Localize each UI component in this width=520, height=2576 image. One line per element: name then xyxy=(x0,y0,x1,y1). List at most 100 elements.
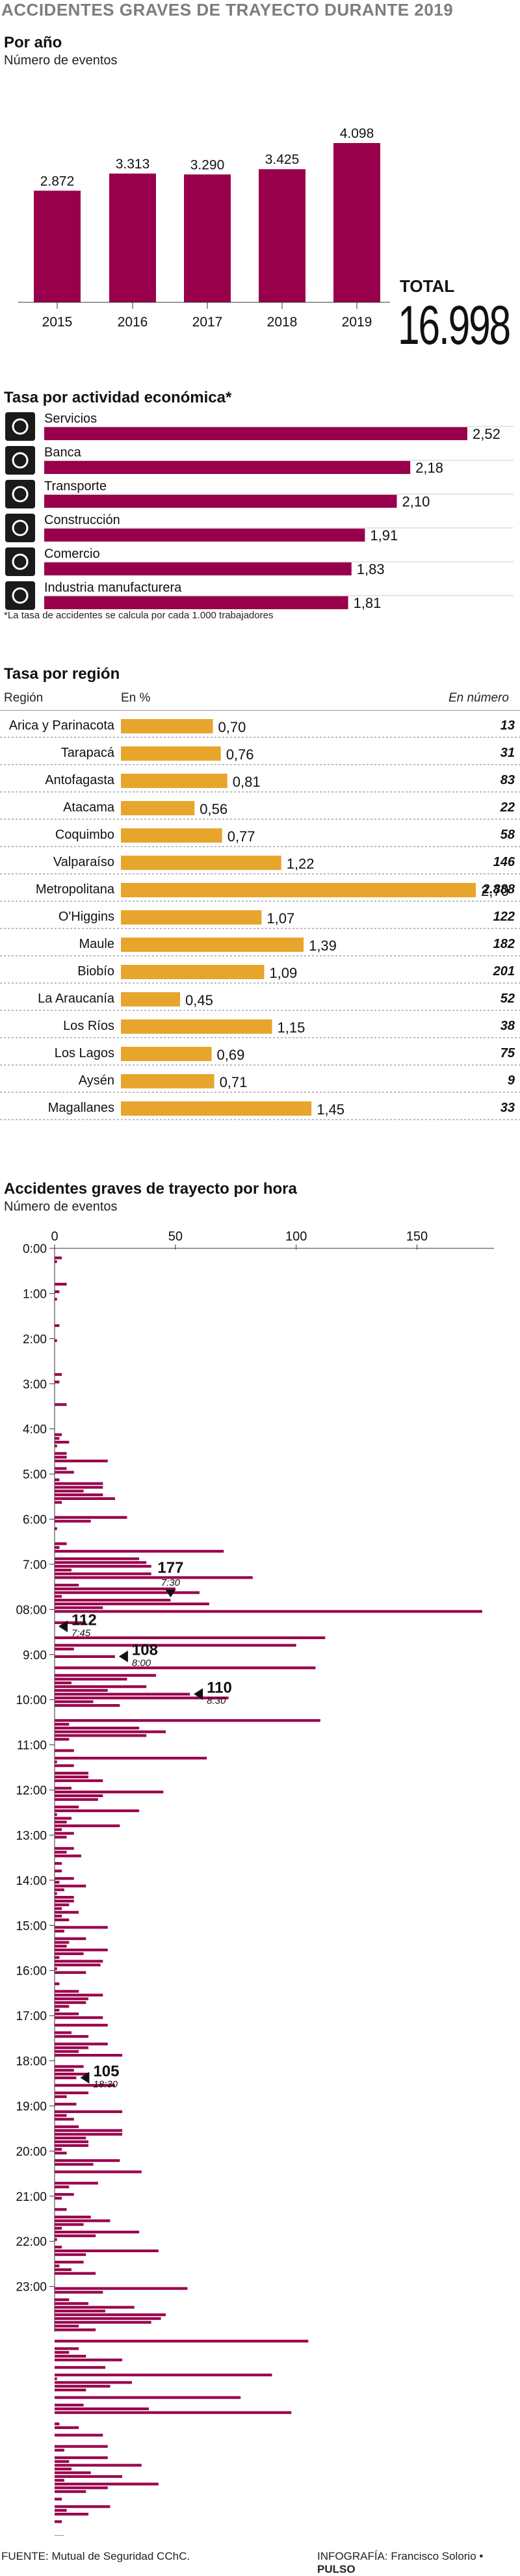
region-number: 9 xyxy=(508,1073,515,1088)
annotation-arrow xyxy=(80,2071,90,2084)
hour-bar xyxy=(55,1561,147,1564)
hour-bar xyxy=(55,2422,60,2426)
hour-bar xyxy=(55,1791,164,1794)
hour-bar xyxy=(55,1756,207,1760)
region-label: Los Lagos xyxy=(55,1046,114,1060)
year-value-label: 3.290 xyxy=(190,157,225,172)
activity-bar xyxy=(44,461,411,474)
region-value-label: 0,45 xyxy=(185,992,213,1008)
hour-bar xyxy=(55,2497,62,2501)
activity-label: Transporte xyxy=(44,479,107,493)
year-bar-2015 xyxy=(34,191,81,302)
year-tick-label: 2019 xyxy=(342,315,372,330)
hour-bar xyxy=(55,1877,74,1880)
year-bar-2016 xyxy=(109,173,156,302)
hour-y-tick-label: 12:00 xyxy=(16,1784,47,1798)
year-bar-2019 xyxy=(333,143,380,302)
hour-bar xyxy=(55,2050,79,2053)
hour-bar xyxy=(55,2464,142,2467)
hour-bar xyxy=(55,1960,103,1963)
hour-bar xyxy=(55,1832,74,1835)
credit-brand: PULSO xyxy=(317,2563,356,2575)
region-bar xyxy=(121,1074,214,1088)
activity-label: Construcción xyxy=(44,513,120,527)
hour-bar xyxy=(55,2508,67,2512)
hour-bar xyxy=(55,1869,62,1873)
hour-bar xyxy=(55,2381,132,2384)
region-bar xyxy=(121,910,262,925)
hour-bar xyxy=(55,1726,140,1729)
hour-bar xyxy=(55,2320,151,2324)
hour-bar xyxy=(55,1467,67,1470)
year-value-label: 3.425 xyxy=(265,152,300,167)
hour-bar xyxy=(55,1471,74,1474)
hour-y-tick-label: 11:00 xyxy=(17,1739,47,1753)
activity-icon-glyph xyxy=(12,587,29,604)
activity-bar xyxy=(44,596,348,609)
hour-bar xyxy=(55,1403,67,1406)
hour-bar xyxy=(55,1692,190,1696)
hour-x-tick-label: 0 xyxy=(51,1229,58,1244)
hour-bar xyxy=(55,2309,106,2313)
hour-bar xyxy=(55,2313,166,2317)
hour-bar xyxy=(55,2140,89,2144)
region-number: 38 xyxy=(500,1019,515,1033)
hour-bar xyxy=(55,2103,77,2106)
region-label: Atacama xyxy=(63,800,115,815)
hour-bar xyxy=(55,2246,62,2249)
hour-bar xyxy=(55,1971,86,1974)
hour-bar xyxy=(55,2238,57,2241)
total-value: 16.998 xyxy=(398,295,511,356)
hour-bar xyxy=(55,1861,62,1865)
hour-bar xyxy=(55,2170,142,2174)
hour-bar xyxy=(55,2065,84,2068)
hour-bar xyxy=(55,1700,94,1703)
hour-bar xyxy=(55,2354,86,2358)
hour-bar xyxy=(55,1779,103,1782)
hour-bar xyxy=(55,2328,96,2332)
hour-bar xyxy=(55,2227,62,2230)
activity-bar xyxy=(44,562,352,575)
region-value-label: 0,69 xyxy=(217,1047,245,1063)
region-label: La Araucanía xyxy=(38,992,115,1006)
hour-bar xyxy=(55,1949,108,1952)
hour-bar xyxy=(55,1681,72,1685)
hour-bar xyxy=(55,2084,115,2087)
hour-bar xyxy=(55,1703,120,1707)
hour-y-tick-label: 16:00 xyxy=(16,1965,47,1978)
hour-y-tick-label: 6:00 xyxy=(23,1514,47,1527)
hour-bar xyxy=(55,1911,79,1914)
hour-bar xyxy=(55,2185,70,2188)
hour-y-tick-label: 4:00 xyxy=(23,1423,47,1437)
hour-bar xyxy=(55,1982,60,1986)
hour-bar xyxy=(55,1764,74,1767)
region-title: Tasa por región xyxy=(4,665,120,683)
hour-bar xyxy=(55,1324,60,1327)
region-value-label: 2,70 xyxy=(481,883,509,899)
year-value-label: 4.098 xyxy=(340,126,374,141)
hour-bar xyxy=(55,1433,62,1436)
hour-bar xyxy=(55,2223,84,2226)
hour-bar xyxy=(55,2230,140,2234)
hour-bar xyxy=(55,1952,84,1955)
region-number: 146 xyxy=(493,855,515,869)
region-bar xyxy=(121,746,221,761)
hour-bar xyxy=(55,1896,74,1899)
region-bar xyxy=(121,1047,212,1061)
hour-bar xyxy=(55,1696,229,1700)
hour-x-tick-label: 100 xyxy=(285,1229,307,1244)
hour-bar xyxy=(55,1806,79,1809)
activity-value-label: 2,10 xyxy=(402,493,430,510)
hour-bar xyxy=(55,1557,140,1560)
region-value-label: 0,56 xyxy=(200,801,228,817)
region-bar xyxy=(121,938,304,952)
hour-bar xyxy=(55,1564,151,1568)
hour-bar xyxy=(55,1441,70,1444)
hour-bar xyxy=(55,1655,115,1658)
hour-bar xyxy=(55,2053,123,2057)
region-bar xyxy=(121,992,180,1006)
hour-bar xyxy=(55,1722,70,1726)
hour-bar xyxy=(55,1516,127,1519)
hour-bar xyxy=(55,1576,253,1579)
hour-bar xyxy=(55,1587,176,1590)
